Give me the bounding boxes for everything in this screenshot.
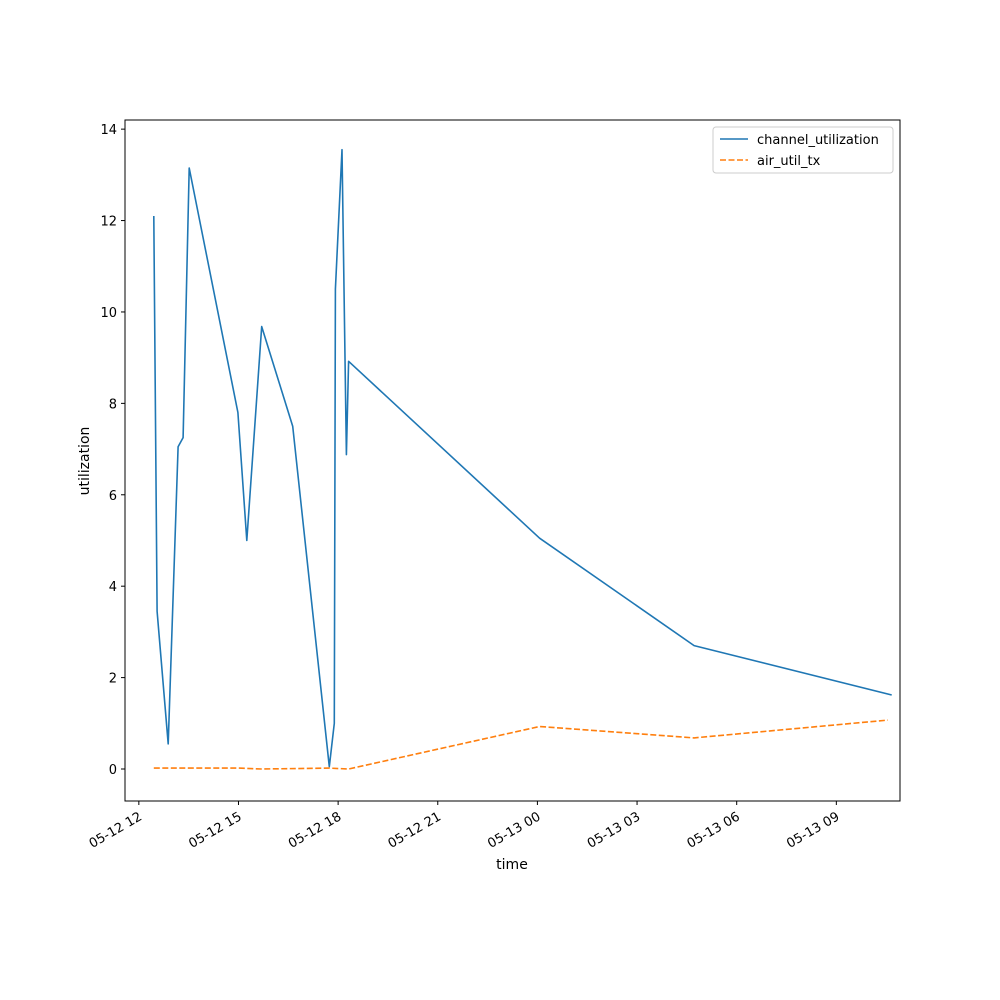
x-tick-label: 05-12 15	[186, 809, 244, 851]
x-tick-label: 05-13 06	[685, 809, 743, 851]
y-axis: 0 2 4 6 8 10 12 14	[100, 123, 125, 778]
y-tick-label: 12	[100, 215, 117, 230]
series-line-air-util-tx	[153, 719, 888, 770]
legend: channel_utilization air_util_tx	[712, 126, 894, 174]
y-tick-label: 6	[109, 489, 117, 504]
x-tick-label: 05-12 12	[87, 809, 145, 851]
y-tick-label: 2	[109, 672, 117, 687]
x-tick-label: 05-13 00	[485, 809, 543, 851]
legend-label: air_util_tx	[757, 154, 821, 169]
y-tick-label: 8	[109, 397, 117, 412]
x-tick-label: 05-12 18	[286, 809, 344, 851]
series-layer	[153, 148, 892, 770]
x-tick-label: 05-13 09	[784, 809, 842, 851]
plot-area	[124, 119, 901, 802]
x-tick-label: 05-12 21	[386, 809, 444, 851]
y-tick-label: 14	[100, 123, 117, 138]
legend-label: channel_utilization	[757, 133, 879, 148]
legend-box	[712, 126, 894, 174]
y-tick-label: 10	[100, 306, 117, 321]
x-axis: 05-12 12 05-12 15 05-12 18 05-12 21 05-13 00…	[87, 801, 842, 852]
plot-frame	[124, 119, 901, 802]
y-tick-label: 0	[109, 763, 117, 778]
x-tick-label: 05-13 03	[585, 809, 643, 851]
x-axis-label: time	[496, 857, 528, 873]
series-line-channel-utilization	[153, 148, 892, 768]
y-axis-label: utilization	[77, 427, 93, 496]
y-tick-label: 4	[109, 580, 117, 595]
